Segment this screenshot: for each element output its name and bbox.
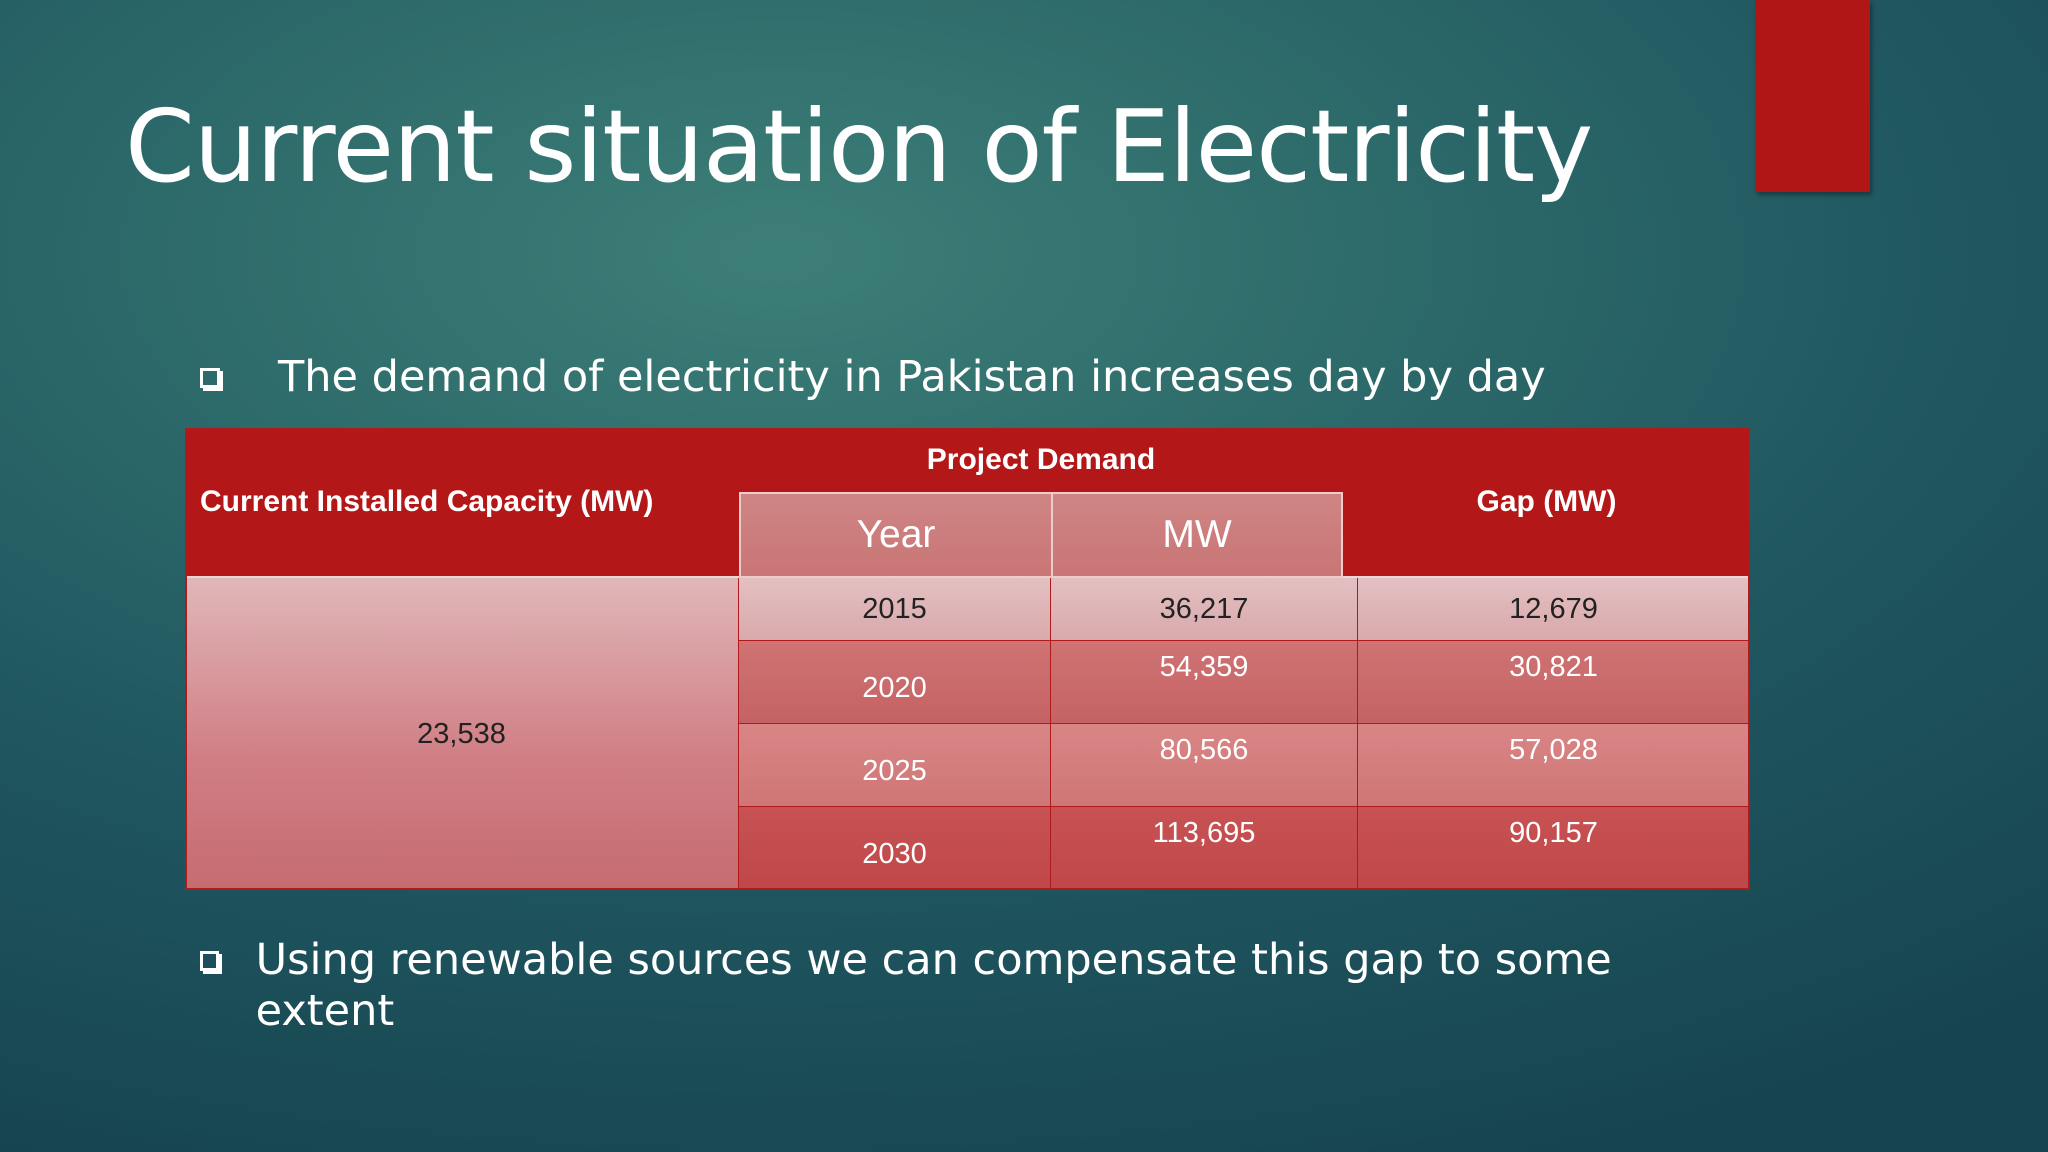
bullet-text-2: Using renewable sources we can compensat…: [255, 935, 1612, 1036]
bullet-point-2: Using renewable sources we can compensat…: [200, 935, 1620, 1037]
header-gap: Gap (MW): [1343, 428, 1750, 578]
mw-cell: 54,359: [1051, 641, 1358, 724]
bullet-text-1: The demand of electricity in Pakistan in…: [278, 352, 1546, 402]
square-bullet-icon: [200, 368, 220, 388]
mw-cell: 113,695: [1051, 807, 1358, 890]
gap-cell: 12,679: [1358, 578, 1750, 641]
electricity-table: Current Installed Capacity (MW) Project …: [185, 428, 1750, 890]
header-project-demand: Project Demand: [739, 428, 1343, 492]
header-capacity: Current Installed Capacity (MW): [185, 428, 739, 578]
square-bullet-icon: [200, 951, 219, 971]
header-year: Year: [739, 492, 1053, 578]
gap-cell: 90,157: [1358, 807, 1750, 890]
mw-cell: 80,566: [1051, 724, 1358, 807]
capacity-value: 23,538: [185, 578, 739, 890]
year-cell: 2025: [739, 724, 1051, 807]
gap-cell: 57,028: [1358, 724, 1750, 807]
slide-title: Current situation of Electricity: [125, 88, 1593, 205]
year-cell: 2020: [739, 641, 1051, 724]
year-cell: 2030: [739, 807, 1051, 890]
header-mw: MW: [1051, 492, 1343, 578]
accent-bar: [1755, 0, 1870, 192]
gap-cell: 30,821: [1358, 641, 1750, 724]
year-cell: 2015: [739, 578, 1051, 641]
bullet-point-1: The demand of electricity in Pakistan in…: [200, 352, 1546, 403]
mw-cell: 36,217: [1051, 578, 1358, 641]
